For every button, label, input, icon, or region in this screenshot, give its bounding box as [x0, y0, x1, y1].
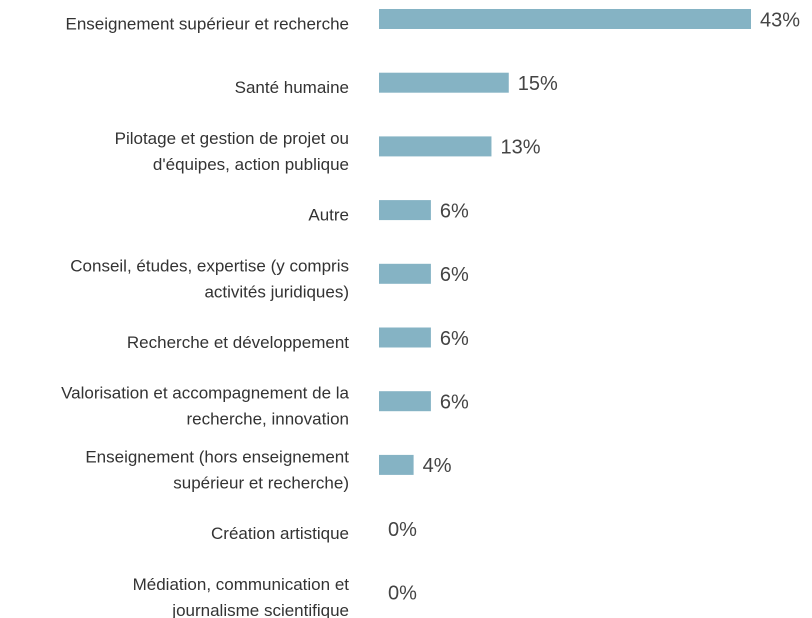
value-label: 4% — [423, 455, 452, 477]
bar — [379, 136, 492, 157]
value-label: 6% — [440, 328, 469, 350]
bar — [379, 200, 431, 221]
category-label: Enseignement supérieur et recherche — [66, 14, 350, 33]
category-label: Enseignement (hors enseignement — [85, 447, 349, 466]
value-label: 0% — [388, 583, 417, 605]
category-label: Recherche et développement — [127, 333, 349, 352]
category-label: Conseil, études, expertise (y compris — [70, 256, 349, 275]
bar — [379, 327, 431, 348]
bar — [379, 72, 509, 93]
category-label: d'équipes, action publique — [153, 155, 349, 174]
value-label: 13% — [500, 137, 540, 159]
category-label: journalisme scientifique — [171, 601, 349, 618]
value-label: 6% — [440, 200, 469, 222]
category-label: activités juridiques) — [204, 282, 349, 301]
bar — [379, 454, 414, 475]
category-label: Santé humaine — [235, 78, 349, 97]
value-label: 43% — [760, 9, 800, 31]
category-label: Création artistique — [211, 524, 349, 543]
category-label: supérieur et recherche) — [173, 473, 349, 492]
value-label: 6% — [440, 264, 469, 286]
category-label: Valorisation et accompagnement de la — [61, 384, 349, 403]
category-label: Pilotage et gestion de projet ou — [115, 129, 349, 148]
value-label: 0% — [388, 519, 417, 541]
category-label: Médiation, communication et — [133, 575, 350, 594]
bar — [379, 391, 431, 412]
value-label: 6% — [440, 391, 469, 413]
category-label: Autre — [308, 206, 349, 225]
category-label: recherche, innovation — [186, 410, 349, 429]
value-label: 15% — [518, 73, 558, 95]
bar — [379, 263, 431, 284]
bar — [379, 9, 751, 29]
